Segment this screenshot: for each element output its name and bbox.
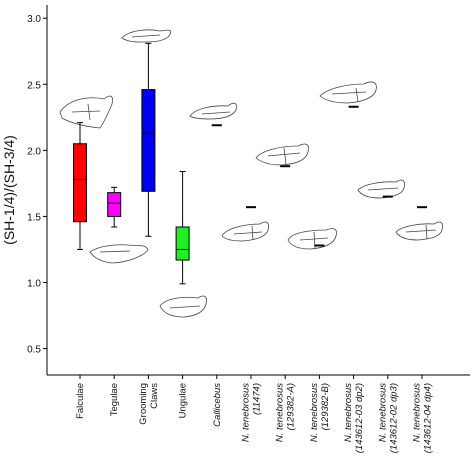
x-tick-label-n-tenebrosus-143612-04-dp4: N. tenebrosus [412, 383, 423, 442]
x-tick-label-n-tenebrosus-11474: N. tenebrosus [241, 383, 252, 442]
y-tick-label: 3.0 [27, 14, 41, 25]
y-axis-label: (SH-1/4)/(SH-3/4) [1, 135, 17, 245]
x-tick-label-n-tenebrosus-129382-a: N. tenebrosus [275, 383, 286, 442]
y-tick-label: 2.0 [27, 146, 41, 157]
x-tick-label-n-tenebrosus-143612-03-dp2: N. tenebrosus [343, 383, 354, 442]
x-tick-label-n-tenebrosus-129382-b: (129382-B) [320, 383, 331, 431]
x-tick-label-callicebus: Callicebus [212, 383, 223, 427]
x-tick-label-n-tenebrosus-143612-03-dp2: (143612-03 dp2) [354, 383, 365, 453]
box-ungulae [175, 226, 190, 261]
x-tick-label-n-tenebrosus-143612-02-dp3: (143612-02 dp3) [388, 383, 399, 453]
x-tick-label-tegulae: Tegulae [109, 383, 120, 416]
n-tenebrosus-143612-04-dp4-claw-outline [395, 221, 443, 241]
n-tenebrosus-129382-a-claw-outline [255, 143, 309, 166]
n-tenebrosus-143612-03-dp2-claw-outline [319, 81, 377, 104]
plot-area: 0.5 1.0 1.5 2.0 2.5 3.0 (SH-1/4)/(SH-3/4) Falcu… [1, 5, 470, 453]
x-tick-label-n-tenebrosus-11474: (11474) [252, 383, 263, 415]
x-tick-label-n-tenebrosus-143612-02-dp3: N. tenebrosus [377, 383, 388, 442]
x-tick-label-n-tenebrosus-143612-04-dp4: (143612-04 dp4) [423, 383, 434, 453]
box-falculae [73, 143, 87, 223]
x-tick-label-grooming-claws: Claws [149, 383, 160, 409]
x-tick-label-grooming-claws: Grooming [138, 383, 149, 425]
y-tick-label: 1.5 [27, 212, 41, 223]
x-tick-label-n-tenebrosus-129382-a: (129382-A) [286, 383, 297, 431]
tegulae-claw-outline [89, 244, 149, 264]
x-tick-label-ungulae: Ungulae [178, 383, 189, 418]
box-tegulae [107, 192, 122, 217]
claw-outline-illustrations [59, 29, 443, 318]
n-tenebrosus-143612-02-dp3-claw-outline [357, 179, 405, 199]
box-grooming-claws [141, 89, 156, 192]
y-tick-label: 1.0 [27, 279, 41, 290]
n-tenebrosus-129382-b-claw-outline [287, 228, 337, 250]
y-tick-label: 2.5 [27, 80, 41, 91]
y-tick-label: 0.5 [27, 345, 41, 356]
x-tick-label-falculae: Falculae [75, 383, 86, 419]
n-tenebrosus-11474-claw-outline [221, 221, 269, 242]
callicebus-claw-outline [189, 102, 237, 120]
grooming-claw-outline [121, 29, 172, 43]
ungulae-claw-outline [159, 295, 207, 318]
falculae-claw-outline [59, 95, 113, 129]
x-tick-label-n-tenebrosus-129382-b: N. tenebrosus [309, 383, 320, 442]
